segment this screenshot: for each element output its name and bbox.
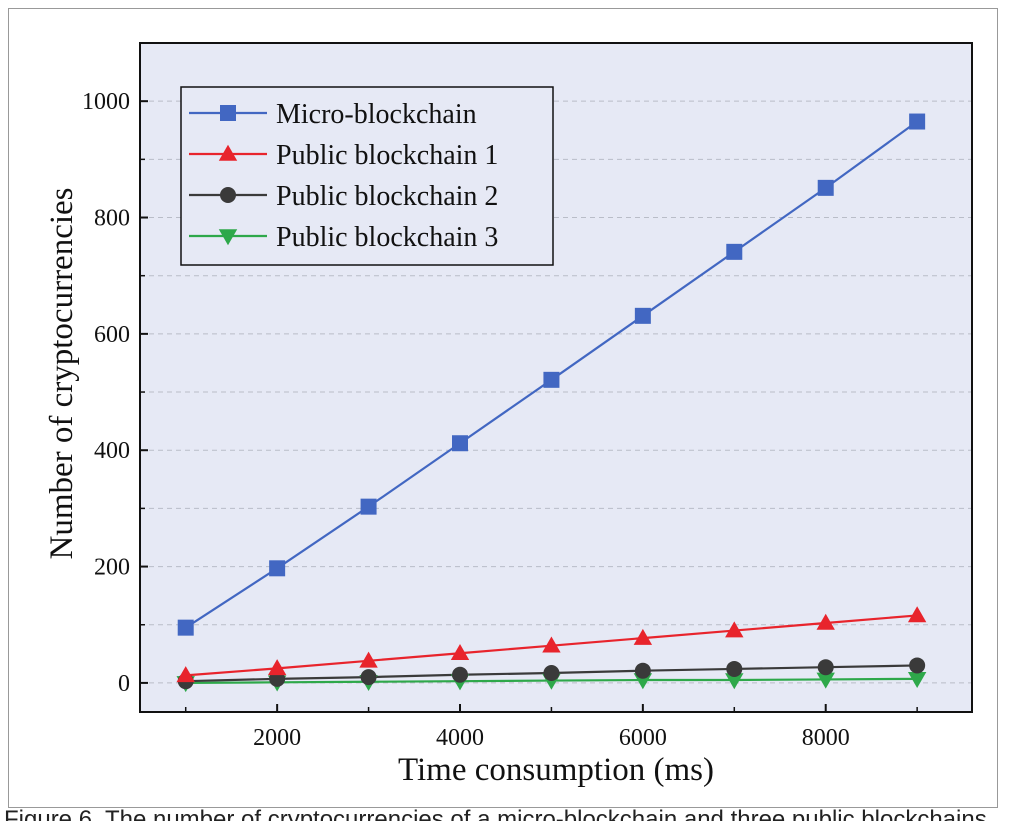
data-point-series-2 bbox=[450, 644, 470, 661]
data-point-series-3 bbox=[726, 660, 743, 677]
y-axis-title: Number of cryptocurrencies bbox=[44, 187, 80, 559]
y-tick-label: 1000 bbox=[82, 89, 130, 115]
data-point-series-1 bbox=[909, 113, 926, 130]
data-point-series-4 bbox=[907, 672, 927, 689]
data-point-series-3 bbox=[360, 669, 377, 686]
data-point-series-1 bbox=[177, 619, 194, 636]
data-point-series-3 bbox=[817, 659, 834, 676]
y-tick-label: 600 bbox=[94, 322, 130, 348]
x-tick-label: 2000 bbox=[253, 725, 301, 751]
y-tick-label: 200 bbox=[94, 555, 130, 581]
x-tick-label: 4000 bbox=[436, 725, 484, 751]
x-tick-label: 8000 bbox=[802, 725, 850, 751]
data-point-series-2 bbox=[542, 636, 561, 653]
x-tick-label: 6000 bbox=[619, 725, 667, 751]
data-point-series-3 bbox=[543, 665, 560, 682]
data-point-series-1 bbox=[543, 371, 560, 388]
legend-label: Micro-blockchain bbox=[276, 99, 477, 130]
legend-label: Public blockchain 1 bbox=[276, 140, 498, 171]
data-point-series-4 bbox=[816, 672, 835, 689]
data-point-series-3 bbox=[634, 662, 651, 679]
data-point-series-1 bbox=[360, 498, 377, 515]
data-point-series-1 bbox=[269, 560, 286, 577]
x-axis-title: Time consumption (ms) bbox=[398, 752, 714, 788]
legend-marker bbox=[218, 229, 238, 246]
data-point-series-1 bbox=[817, 179, 834, 196]
data-point-series-1 bbox=[634, 307, 651, 324]
legend-marker bbox=[218, 144, 238, 161]
data-point-series-2 bbox=[725, 621, 744, 638]
legend-label: Public blockchain 2 bbox=[276, 181, 498, 212]
data-point-series-2 bbox=[359, 651, 378, 668]
data-point-series-3 bbox=[452, 666, 468, 683]
data-point-series-3 bbox=[909, 657, 926, 674]
legend-label: Public blockchain 3 bbox=[276, 222, 498, 253]
plot-frame bbox=[139, 42, 973, 713]
data-point-series-2 bbox=[633, 628, 653, 645]
legend-marker bbox=[220, 105, 236, 121]
data-point-series-2 bbox=[267, 659, 287, 676]
y-tick-label: 0 bbox=[118, 671, 130, 697]
data-point-series-2 bbox=[176, 666, 195, 683]
legend-marker bbox=[220, 187, 236, 203]
data-point-series-4 bbox=[725, 673, 744, 690]
data-point-series-1 bbox=[452, 435, 468, 452]
figure-caption: Figure 6. The number of cryptocurrencies… bbox=[4, 808, 1004, 821]
data-point-series-2 bbox=[816, 613, 835, 630]
y-tick-label: 800 bbox=[94, 206, 130, 232]
y-tick-label: 400 bbox=[94, 438, 130, 464]
data-point-series-2 bbox=[907, 606, 927, 623]
data-point-series-1 bbox=[726, 243, 743, 260]
